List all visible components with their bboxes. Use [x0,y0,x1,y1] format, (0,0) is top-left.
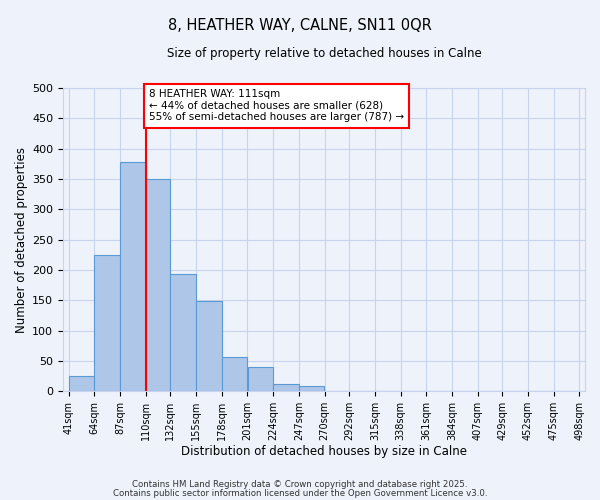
Bar [170,274,196,391]
Y-axis label: Number of detached properties: Number of detached properties [15,146,28,332]
Bar [248,367,273,391]
Bar [222,356,247,391]
Bar [120,162,146,391]
Bar [196,302,221,391]
Bar [274,384,299,391]
Bar [94,255,120,391]
Text: Contains HM Land Registry data © Crown copyright and database right 2025.: Contains HM Land Registry data © Crown c… [132,480,468,489]
Bar [299,386,325,391]
Text: Contains public sector information licensed under the Open Government Licence v3: Contains public sector information licen… [113,488,487,498]
X-axis label: Distribution of detached houses by size in Calne: Distribution of detached houses by size … [181,444,467,458]
Bar [69,376,94,391]
Text: 8, HEATHER WAY, CALNE, SN11 0QR: 8, HEATHER WAY, CALNE, SN11 0QR [168,18,432,32]
Text: 8 HEATHER WAY: 111sqm
← 44% of detached houses are smaller (628)
55% of semi-det: 8 HEATHER WAY: 111sqm ← 44% of detached … [149,90,404,122]
Bar [146,179,170,391]
Title: Size of property relative to detached houses in Calne: Size of property relative to detached ho… [167,48,481,60]
